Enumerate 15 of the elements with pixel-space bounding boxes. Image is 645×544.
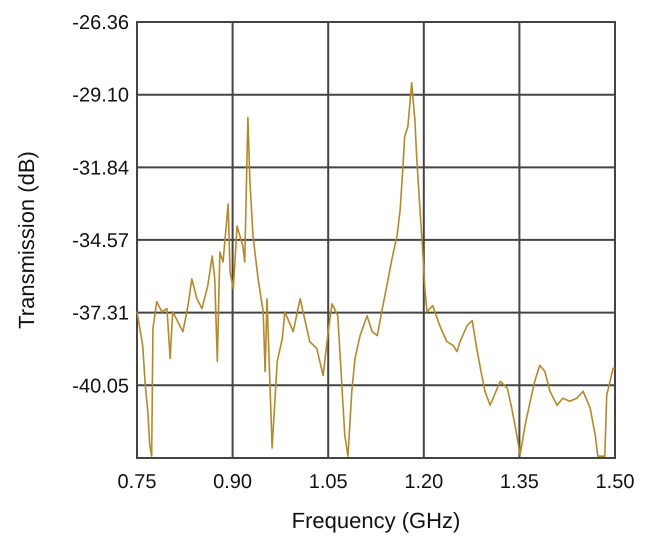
y-tick-label: -37.31 [72,302,129,325]
y-tick-label: -34.57 [72,230,129,252]
x-axis-title: Frequency (GHz) [292,508,460,533]
x-tick-label: 1.20 [404,471,444,493]
y-tick-label: -40.05 [72,375,129,398]
x-tick-label: 1.05 [308,471,348,493]
y-tick-label: -29.10 [72,84,129,107]
x-tick-label: 0.90 [213,471,252,493]
x-tick-label: 0.75 [118,471,156,493]
y-axis-title: Transmission (dB) [14,151,39,329]
y-tick-label: -31.84 [72,157,129,180]
line-series [136,82,616,457]
x-tick-label: 1.35 [500,471,539,493]
x-tick-label: 1.50 [596,471,634,493]
y-tick-label: -26.36 [72,12,129,34]
